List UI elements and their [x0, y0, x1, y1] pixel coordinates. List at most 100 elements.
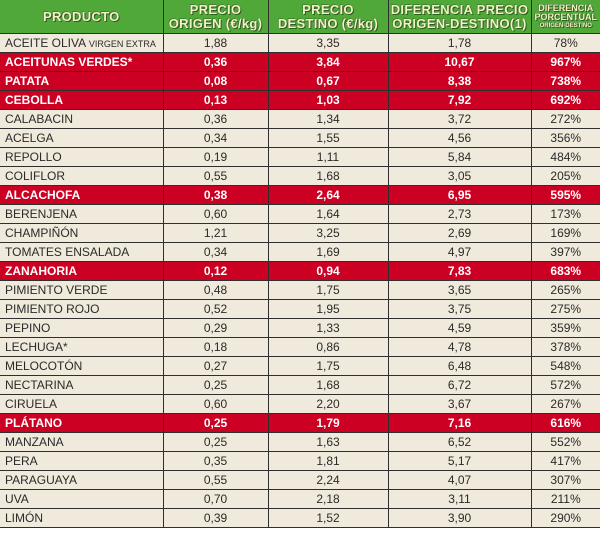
cell-diferencia: 6,48	[387, 356, 532, 376]
cell-porcentaje: 572%	[530, 375, 600, 395]
cell-producto: ACEITUNAS VERDES*	[0, 52, 164, 72]
cell-producto: MANZANA	[0, 432, 164, 452]
table-row: ALCACHOFA 0,38 2,64 6,95 595%	[0, 185, 600, 205]
cell-porcentaje: 397%	[530, 242, 600, 262]
cell-producto: MELOCOTÓN	[0, 356, 164, 376]
cell-porcentaje: 307%	[530, 470, 600, 490]
table-row: PEPINO 0,29 1,33 4,59 359%	[0, 318, 600, 338]
header-row: PRODUCTO PRECIO ORIGEN (€/kg) PRECIO DES…	[0, 0, 600, 34]
cell-producto: UVA	[0, 489, 164, 509]
cell-porcentaje: 356%	[530, 128, 600, 148]
cell-precio-destino: 1,64	[267, 204, 389, 224]
producto-name: ZANAHORIA	[5, 264, 77, 278]
cell-precio-destino: 3,25	[267, 223, 389, 243]
table-body: ACEITE OLIVA VIRGEN EXTRA 1,88 3,35 1,78 78%…	[0, 33, 600, 528]
cell-diferencia: 4,07	[387, 470, 532, 490]
producto-name: MANZANA	[5, 435, 64, 449]
producto-name: PERA	[5, 454, 38, 468]
table-row: MELOCOTÓN 0,27 1,75 6,48 548%	[0, 356, 600, 376]
producto-name: CEBOLLA	[5, 93, 63, 107]
cell-precio-origen: 0,13	[162, 90, 269, 110]
cell-diferencia: 10,67	[387, 52, 532, 72]
cell-precio-destino: 1,52	[267, 508, 389, 528]
table-row: PERA 0,35 1,81 5,17 417%	[0, 451, 600, 471]
cell-porcentaje: 173%	[530, 204, 600, 224]
producto-name: MELOCOTÓN	[5, 359, 83, 373]
cell-precio-destino: 2,24	[267, 470, 389, 490]
table-row: ACEITE OLIVA VIRGEN EXTRA 1,88 3,35 1,78 78%	[0, 33, 600, 53]
cell-diferencia: 2,69	[387, 223, 532, 243]
producto-name: NECTARINA	[5, 378, 74, 392]
cell-diferencia: 3,72	[387, 109, 532, 129]
cell-precio-destino: 1,68	[267, 166, 389, 186]
cell-precio-origen: 0,12	[162, 261, 269, 281]
cell-producto: PERA	[0, 451, 164, 471]
header-diferencia-line2: ORIGEN-DESTINO(1)	[392, 15, 527, 31]
cell-producto: NECTARINA	[0, 375, 164, 395]
producto-name: CIRUELA	[5, 397, 58, 411]
cell-porcentaje: 552%	[530, 432, 600, 452]
cell-precio-origen: 0,70	[162, 489, 269, 509]
cell-precio-destino: 1,81	[267, 451, 389, 471]
producto-name: LIMÓN	[5, 511, 44, 525]
cell-diferencia: 5,17	[387, 451, 532, 471]
cell-precio-origen: 0,34	[162, 128, 269, 148]
producto-name: PARAGUAYA	[5, 473, 78, 487]
cell-porcentaje: 484%	[530, 147, 600, 167]
cell-producto: TOMATES ENSALADA	[0, 242, 164, 262]
cell-producto: PIMIENTO VERDE	[0, 280, 164, 300]
cell-precio-origen: 0,48	[162, 280, 269, 300]
cell-precio-destino: 1,34	[267, 109, 389, 129]
cell-precio-origen: 0,25	[162, 432, 269, 452]
cell-producto: PARAGUAYA	[0, 470, 164, 490]
cell-diferencia: 7,92	[387, 90, 532, 110]
cell-diferencia: 8,38	[387, 71, 532, 91]
header-precio-origen-line2: ORIGEN (€/kg)	[168, 15, 263, 31]
cell-precio-origen: 0,55	[162, 166, 269, 186]
cell-precio-origen: 0,52	[162, 299, 269, 319]
cell-diferencia: 4,59	[387, 318, 532, 338]
cell-precio-destino: 3,35	[267, 33, 389, 53]
producto-name: LECHUGA*	[5, 340, 68, 354]
cell-precio-origen: 0,34	[162, 242, 269, 262]
cell-precio-destino: 2,20	[267, 394, 389, 414]
cell-porcentaje: 290%	[530, 508, 600, 528]
cell-porcentaje: 738%	[530, 71, 600, 91]
header-precio-origen: PRECIO ORIGEN (€/kg)	[162, 0, 269, 34]
table-row: COLIFLOR 0,55 1,68 3,05 205%	[0, 166, 600, 186]
cell-porcentaje: 275%	[530, 299, 600, 319]
producto-name: PIMIENTO VERDE	[5, 283, 108, 297]
table-row: NECTARINA 0,25 1,68 6,72 572%	[0, 375, 600, 395]
producto-name: UVA	[5, 492, 29, 506]
header-producto: PRODUCTO	[0, 0, 164, 34]
cell-diferencia: 3,67	[387, 394, 532, 414]
cell-diferencia: 4,97	[387, 242, 532, 262]
producto-name: PATATA	[5, 74, 50, 88]
cell-precio-origen: 1,88	[162, 33, 269, 53]
cell-precio-destino: 2,64	[267, 185, 389, 205]
cell-precio-destino: 2,18	[267, 489, 389, 509]
table-row: REPOLLO 0,19 1,11 5,84 484%	[0, 147, 600, 167]
cell-diferencia: 5,84	[387, 147, 532, 167]
cell-producto: REPOLLO	[0, 147, 164, 167]
table-row: CIRUELA 0,60 2,20 3,67 267%	[0, 394, 600, 414]
producto-name: PIMIENTO ROJO	[5, 302, 100, 316]
cell-porcentaje: 211%	[530, 489, 600, 509]
cell-diferencia: 6,52	[387, 432, 532, 452]
header-precio-origen-line1: PRECIO	[189, 1, 242, 17]
cell-diferencia: 3,11	[387, 489, 532, 509]
producto-name: PEPINO	[5, 321, 51, 335]
cell-producto: ALCACHOFA	[0, 185, 164, 205]
cell-diferencia: 4,78	[387, 337, 532, 357]
cell-porcentaje: 359%	[530, 318, 600, 338]
cell-precio-origen: 0,35	[162, 451, 269, 471]
producto-name: PLÁTANO	[5, 416, 63, 430]
producto-name: CALABACIN	[5, 112, 74, 126]
cell-porcentaje: 548%	[530, 356, 600, 376]
cell-precio-origen: 0,18	[162, 337, 269, 357]
table-row: ZANAHORIA 0,12 0,94 7,83 683%	[0, 261, 600, 281]
cell-precio-destino: 1,95	[267, 299, 389, 319]
cell-precio-destino: 1,69	[267, 242, 389, 262]
cell-producto: CALABACIN	[0, 109, 164, 129]
cell-porcentaje: 616%	[530, 413, 600, 433]
